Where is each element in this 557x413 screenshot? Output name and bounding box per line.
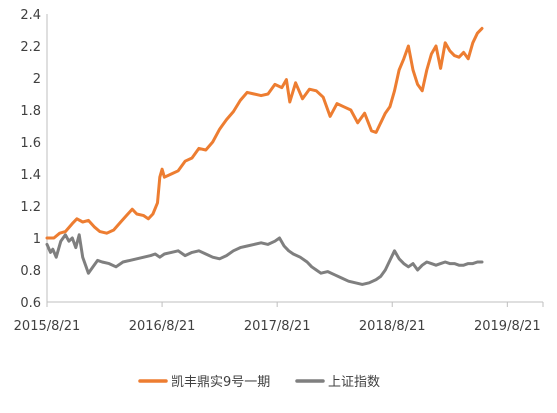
series-line <box>45 26 484 240</box>
x-axis: 2015/8/21 2016/8/21 2017/8/21 2018/8/21 2019… <box>14 301 544 334</box>
x-tick-label: 2018/8/21 <box>359 319 426 334</box>
legend-label: 上证指数 <box>328 375 380 390</box>
x-tick-label: 2015/8/21 <box>14 319 81 334</box>
y-axis: 0.6 0.8 1 1.2 1.4 1.6 1.8 2 2.2 2.4 <box>20 8 48 311</box>
y-tick-label: 2 <box>33 72 41 87</box>
y-tick-label: 1.8 <box>20 104 41 119</box>
y-tick-label: 0.8 <box>20 264 41 279</box>
x-tick-label: 2019/8/21 <box>474 319 541 334</box>
y-tick-label: 0.6 <box>20 296 41 311</box>
y-tick-label: 1.2 <box>20 200 41 215</box>
legend-label: 凯丰鼎实9号一期 <box>171 375 270 390</box>
x-tick-label: 2017/8/21 <box>244 319 311 334</box>
y-tick-label: 1.4 <box>20 168 41 183</box>
x-tick-label: 2016/8/21 <box>129 319 196 334</box>
y-tick-label: 1 <box>33 232 41 247</box>
legend: 凯丰鼎实9号一期 上证指数 <box>138 375 380 390</box>
series-line <box>45 233 484 286</box>
y-tick-label: 2.4 <box>20 8 41 23</box>
y-tick-label: 2.2 <box>20 40 41 55</box>
series-layer <box>45 26 484 286</box>
y-tick-label: 1.6 <box>20 136 41 151</box>
